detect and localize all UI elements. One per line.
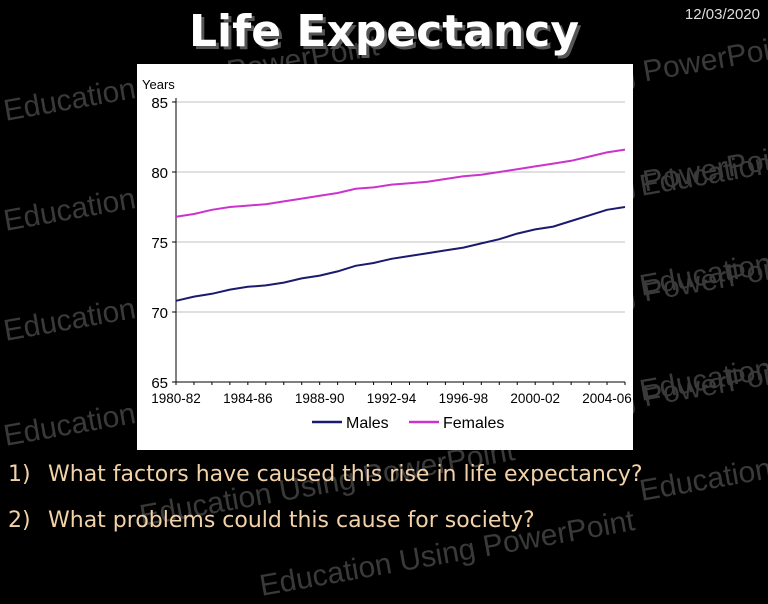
watermark-text: Education Using PowerPoint xyxy=(637,309,768,408)
x-tick-label: 1992-94 xyxy=(367,391,417,406)
series-line-males xyxy=(175,206,626,302)
question-1-number: 1) xyxy=(8,462,31,487)
x-tick-label: 2004-06 xyxy=(582,391,632,406)
x-tick-label: 1984-86 xyxy=(223,391,273,406)
watermark-text: Education Using PowerPoint xyxy=(637,409,768,508)
question-2-text: What problems could this cause for socie… xyxy=(48,508,535,533)
question-2-number: 2) xyxy=(8,508,31,533)
series-line-females xyxy=(175,148,626,218)
y-tick-label: 70 xyxy=(151,305,168,322)
x-tick-label: 2000-02 xyxy=(510,391,560,406)
slide-date: 12/03/2020 xyxy=(684,6,760,23)
x-tick-label: 1996-98 xyxy=(439,391,489,406)
slide-title: Life Expectancy xyxy=(188,6,580,57)
question-1-text: What factors have caused this rise in li… xyxy=(48,462,643,487)
y-tick-label: 80 xyxy=(151,165,168,182)
question-1: 1) What factors have caused this rise in … xyxy=(8,462,643,487)
legend-label-females: Females xyxy=(443,415,504,432)
y-tick-label: 85 xyxy=(151,95,168,112)
x-tick-label: 1980-82 xyxy=(151,391,201,406)
y-tick-label: 75 xyxy=(151,235,168,252)
question-2: 2) What problems could this cause for soc… xyxy=(8,508,535,533)
y-axis-label: Years xyxy=(142,77,175,92)
watermark-text: Education Using PowerPoint xyxy=(637,104,768,203)
watermark-text: Education Using PowerPoint xyxy=(637,204,768,303)
chart-panel: 65 70 75 80 85 Years 1980-82 1984-86 1988-90 1992… xyxy=(137,64,633,450)
legend-label-males: Males xyxy=(346,415,389,432)
life-expectancy-chart: 65 70 75 80 85 Years 1980-82 1984-86 1988-90 1992… xyxy=(142,77,632,432)
y-tick-label: 65 xyxy=(151,375,168,392)
x-tick-label: 1988-90 xyxy=(295,391,345,406)
